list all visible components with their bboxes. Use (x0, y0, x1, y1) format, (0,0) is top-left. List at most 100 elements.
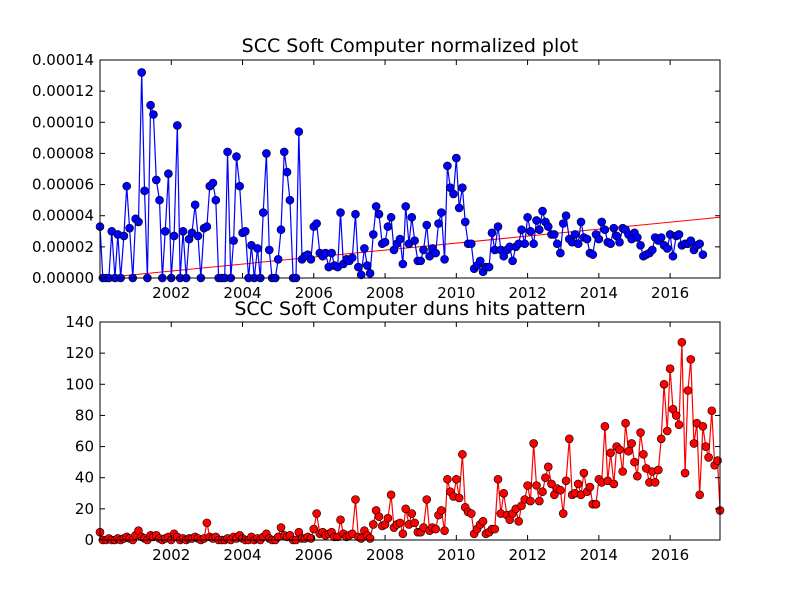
normalized-data-point (454, 203, 464, 213)
normalized-data-point (460, 217, 470, 227)
duns-data-point (639, 450, 648, 459)
duns-data-point (452, 474, 461, 484)
duns-data-point (689, 439, 699, 448)
normalized-y-tick-label: 0.00004 (32, 207, 94, 225)
normalized-data-point (155, 195, 164, 205)
normalized-data-point (356, 270, 366, 280)
normalized-data-point (526, 226, 535, 236)
duns-data-point (621, 418, 630, 428)
duns-x-tick-label: 2012 (508, 546, 546, 564)
normalized-data-point (550, 230, 559, 239)
duns-data-point (490, 524, 500, 534)
normalized-plot-ticks: 2002 2004 2006 2008 2010 2012 2014 2016 0.00000 0… (32, 51, 720, 302)
normalized-data-point (466, 239, 476, 249)
normalized-data-point (597, 217, 607, 227)
normalized-data-point (443, 161, 452, 171)
normalized-data-point (647, 245, 657, 255)
normalized-data-point (452, 153, 461, 163)
duns-data-point (618, 467, 628, 476)
duns-data-point (440, 526, 449, 535)
duns-data-point (585, 482, 595, 492)
duns-x-tick-label: 2008 (366, 546, 404, 564)
duns-data-point (543, 462, 553, 472)
normalized-data-point (264, 245, 274, 255)
normalized-data-point (279, 147, 289, 157)
normalized-data-point (122, 181, 132, 191)
duns-data-point (407, 509, 417, 518)
normalized-data-point (374, 209, 384, 219)
duns-data-point (627, 439, 636, 448)
normalized-data-point (273, 255, 283, 264)
normalized-data-point (552, 239, 562, 249)
duns-data-point (523, 481, 532, 490)
normalized-data-point (360, 244, 369, 253)
normalized-data-point (401, 202, 411, 211)
duns-data-point (514, 517, 523, 526)
normalized-plot-chart: SCC Soft Computer normalized plot 2002 20… (32, 35, 721, 302)
duns-y-tick-label: 140 (65, 313, 94, 331)
duns-data-point (636, 428, 645, 437)
normalized-data-point (636, 241, 645, 250)
duns-data-point (535, 496, 544, 506)
normalized-data-point (211, 195, 221, 205)
duns-data-point (600, 422, 610, 431)
duns-data-point (633, 471, 642, 481)
normalized-data-point (306, 255, 316, 264)
duns-data-point (466, 509, 476, 518)
duns-data-point (561, 476, 571, 486)
duns-data-point (458, 450, 467, 459)
normalized-data-point (208, 178, 218, 188)
normalized-data-point (698, 250, 708, 259)
normalized-data-point (662, 244, 672, 253)
duns-data-point (656, 434, 666, 444)
normalized-data-point (440, 255, 449, 264)
normalized-data-point (386, 212, 396, 222)
duns-y-tick-label: 40 (75, 469, 94, 487)
normalized-x-tick-label: 2010 (437, 284, 475, 302)
duns-data-point (351, 495, 360, 504)
duns-data-point (368, 520, 378, 529)
duns-x-tick-label: 2014 (580, 546, 618, 564)
normalized-data-point (475, 256, 485, 266)
normalized-data-point (365, 269, 375, 278)
normalized-data-point (160, 226, 170, 236)
normalized-data-point (422, 220, 432, 230)
duns-data-point (686, 355, 696, 364)
normalized-data-point (576, 217, 586, 227)
duns-data-point (443, 474, 452, 484)
normalized-data-point (235, 181, 244, 191)
normalized-data-point (202, 222, 212, 231)
normalized-data-point (354, 262, 363, 272)
normalized-data-point (223, 147, 232, 157)
normalized-data-point (119, 231, 129, 241)
normalized-data-point (351, 209, 360, 219)
duns-data-point (624, 446, 633, 456)
normalized-x-tick-label: 2002 (152, 284, 190, 302)
normalized-data-point (229, 236, 238, 245)
normalized-data-point (419, 245, 428, 255)
duns-data-point (654, 465, 663, 475)
normalized-y-tick-label: 0.00008 (32, 144, 94, 162)
duns-data-point (202, 518, 212, 528)
duns-data-point (615, 445, 624, 454)
duns-y-tick-label: 80 (75, 406, 94, 424)
normalized-data-point (487, 228, 497, 238)
duns-data-point (674, 420, 684, 430)
normalized-data-point (449, 189, 458, 199)
normalized-plot-title: SCC Soft Computer normalized plot (242, 35, 579, 57)
normalized-data-point (371, 202, 381, 211)
duns-data-point (541, 473, 550, 483)
duns-data-point (529, 439, 538, 448)
duns-data-point (422, 495, 432, 504)
normalized-data-point (535, 225, 544, 235)
duns-hits-frame (99, 321, 721, 541)
duns-data-point (698, 422, 708, 431)
normalized-data-point (190, 200, 200, 210)
duns-data-point (671, 411, 681, 420)
normalized-data-point (149, 110, 158, 119)
normalized-data-point (282, 167, 292, 177)
normalized-y-tick-label: 0.00002 (32, 238, 94, 256)
normalized-y-tick-label: 0.00014 (32, 51, 94, 69)
normalized-plot-marks (95, 68, 721, 283)
